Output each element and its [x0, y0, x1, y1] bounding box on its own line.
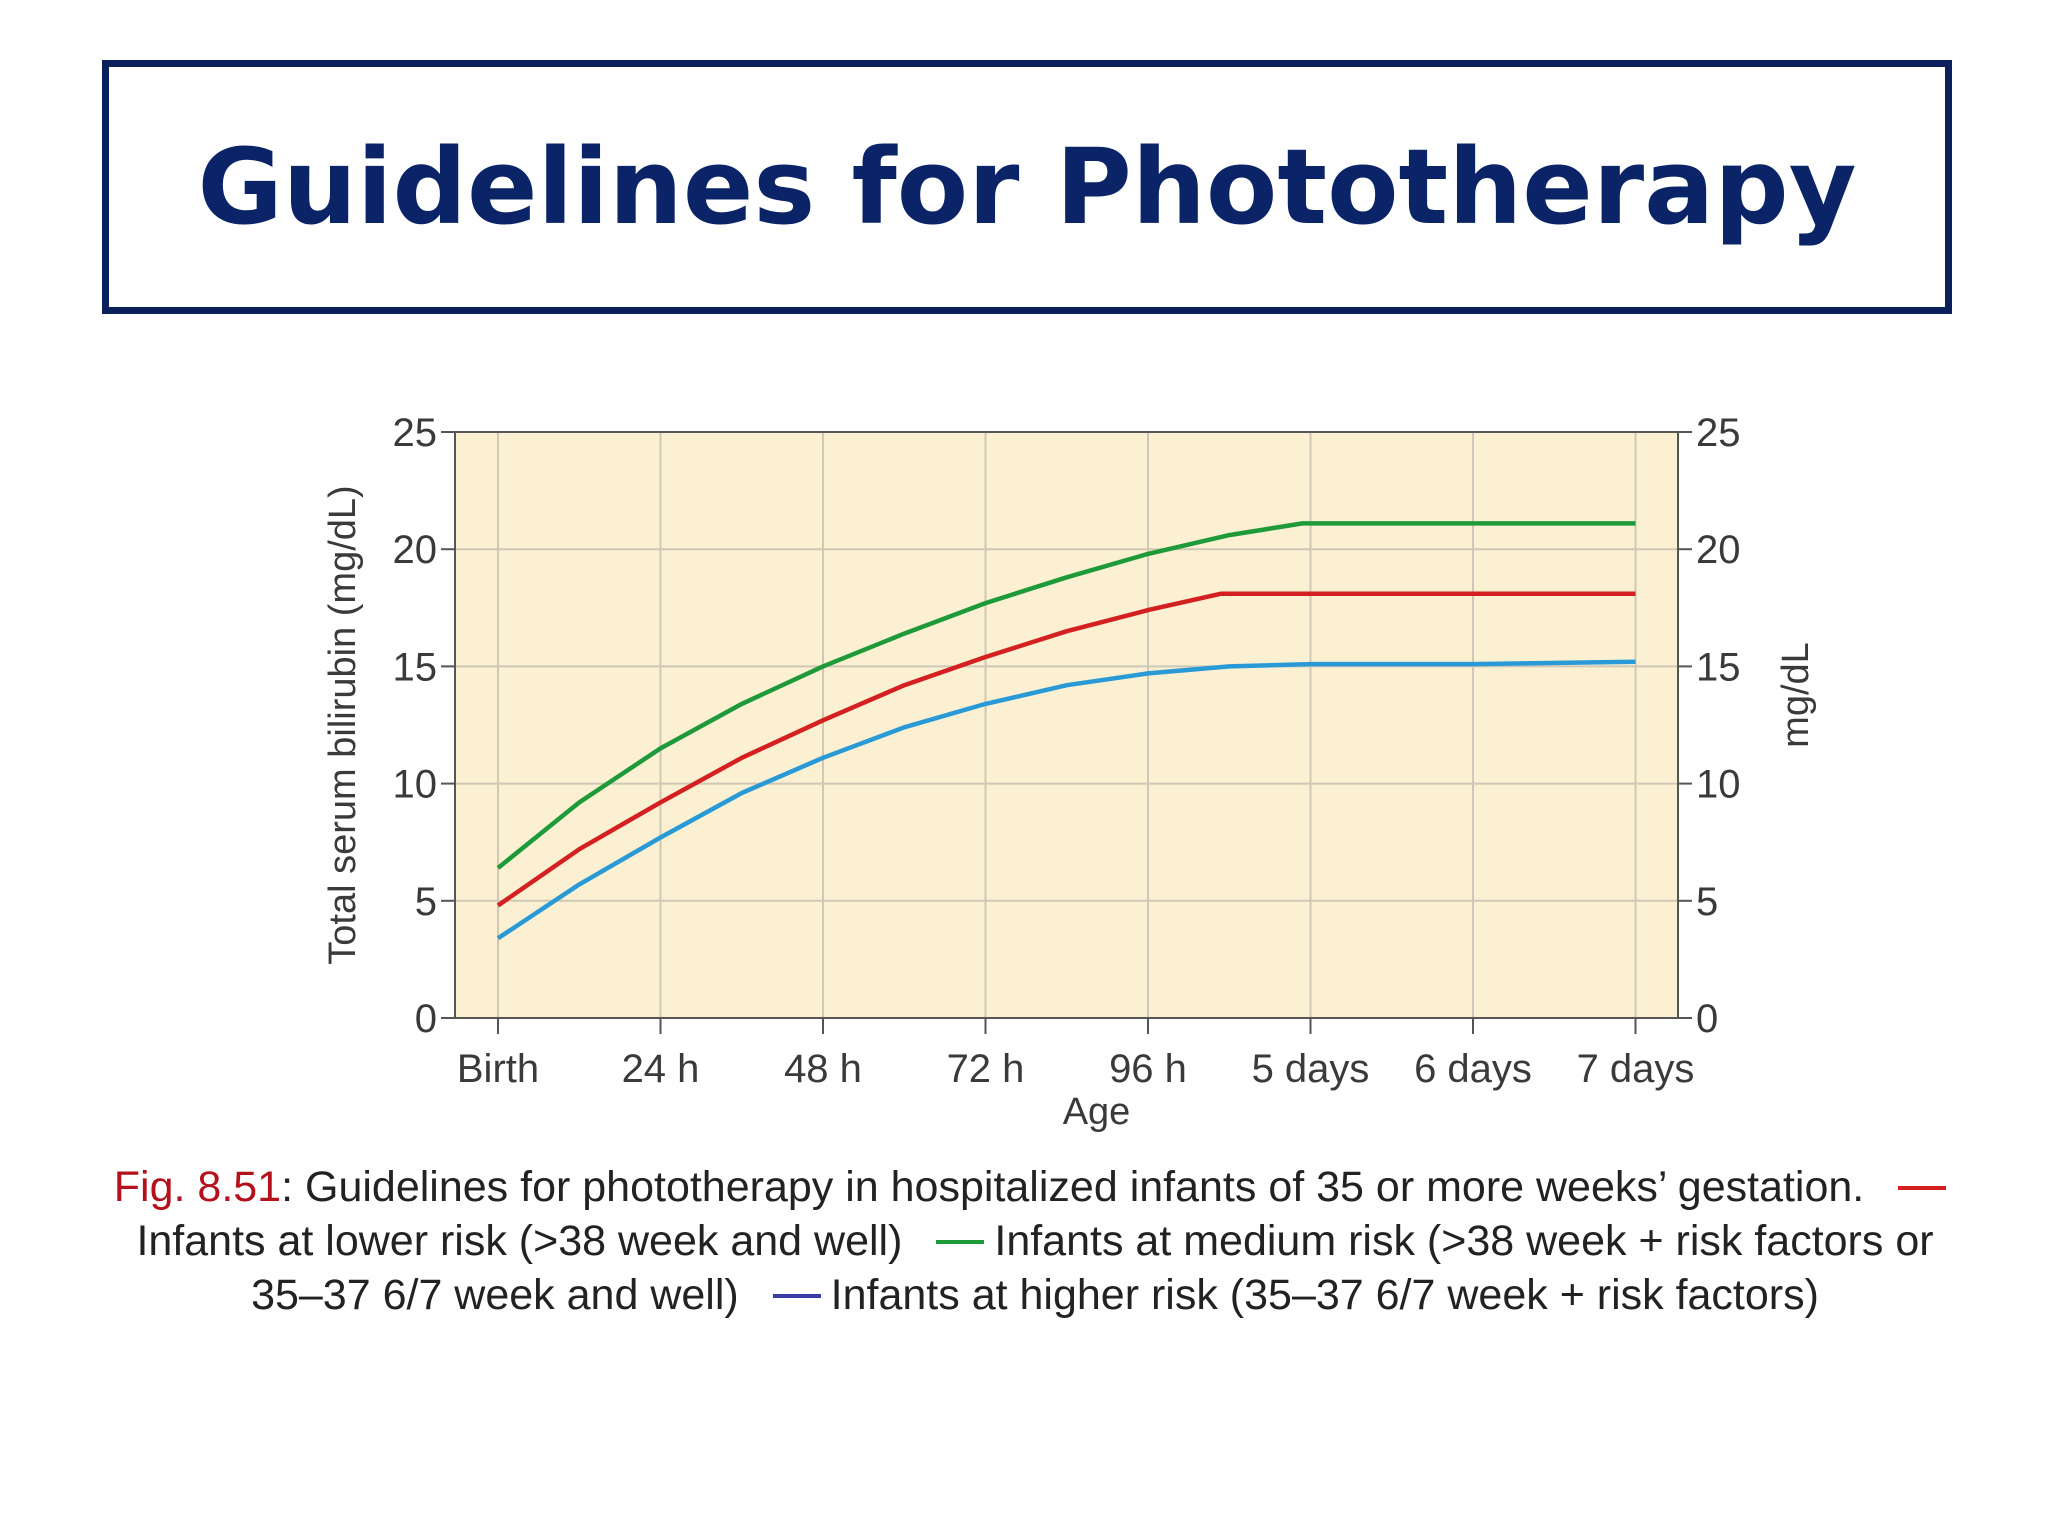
y2-tick-label: 25	[1696, 411, 1741, 455]
y-tick-label: 0	[415, 997, 437, 1041]
y-tick-label: 15	[393, 645, 438, 689]
legend-lower-swatch	[1898, 1185, 1947, 1190]
y-tick-label: 25	[393, 411, 438, 455]
y2-tick-label: 5	[1696, 880, 1718, 924]
legend-higher-text: Infants at higher risk (35–37 6/7 week +…	[830, 1271, 1819, 1319]
y-tick-label: 5	[415, 880, 437, 924]
series-line-higher	[496, 659, 1636, 941]
x-axis-label: Age	[1063, 1091, 1131, 1133]
figure-label: Fig. 8.51	[113, 1163, 282, 1211]
x-tick-label: Birth	[457, 1047, 539, 1091]
series-line-medium	[496, 521, 1636, 870]
series-line-lower	[496, 591, 1636, 908]
x-tick-label: 5 days	[1252, 1047, 1370, 1091]
legend-medium-swatch	[936, 1239, 985, 1244]
y2-tick-label: 15	[1696, 645, 1741, 689]
legend-lower-text: Infants at lower risk (>38 week and well…	[136, 1217, 903, 1265]
y2-tick-label: 0	[1696, 997, 1718, 1041]
x-tick-label: 6 days	[1414, 1047, 1532, 1091]
figure-caption: Fig. 8.51: Guidelines for phototherapy i…	[110, 1160, 1960, 1322]
x-tick-label: 7 days	[1577, 1047, 1695, 1091]
y2-tick-label: 10	[1696, 763, 1741, 807]
x-tick-label: 72 h	[947, 1047, 1025, 1091]
phototherapy-chart: 0 0 5 5 10 10 15 15 20 20 25 25 Birth 24 h 48 h 72 h 96 …	[322, 411, 1817, 1133]
series-lines	[496, 521, 1636, 941]
y2-tick-label: 20	[1696, 528, 1741, 572]
x-tick-label: 24 h	[622, 1047, 700, 1091]
plot-frame	[454, 431, 1679, 1019]
axes: 0 0 5 5 10 10 15 15 20 20 25 25 Birth 24 h 48 h 72 h 96 …	[393, 411, 1741, 1091]
x-tick-label: 48 h	[784, 1047, 862, 1091]
y-tick-label: 20	[393, 528, 438, 572]
slide-title: Guidelines for Phototherapy	[197, 126, 1857, 248]
legend-higher-swatch	[772, 1293, 821, 1298]
plot-background	[455, 432, 1678, 1018]
legend-medium-text: Infants at medium risk (>38 week + risk …	[251, 1217, 1934, 1319]
y-axis-label: Total serum bilirubin (mg/dL)	[322, 485, 364, 964]
caption-intro: : Guidelines for phototherapy in hospita…	[281, 1163, 1865, 1211]
x-tick-label: 96 h	[1109, 1047, 1187, 1091]
y-tick-label: 10	[393, 763, 438, 807]
title-box: Guidelines for Phototherapy	[102, 60, 1952, 314]
y2-axis-label: mg/dL	[1775, 642, 1817, 748]
